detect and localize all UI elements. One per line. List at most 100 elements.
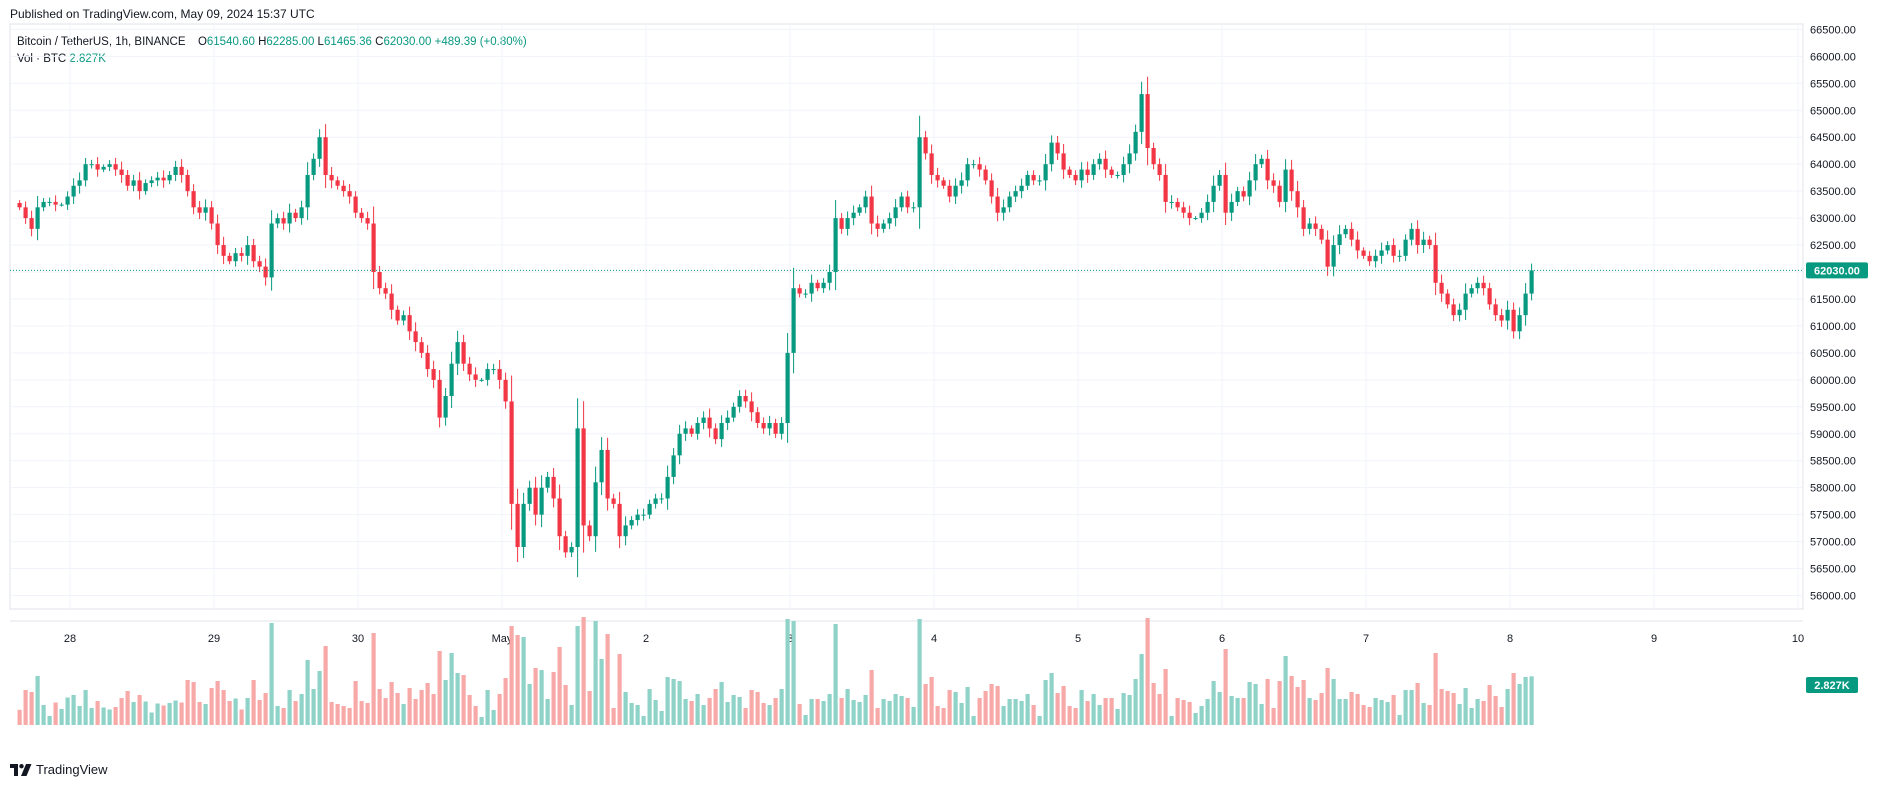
volume-bar <box>629 703 634 725</box>
candle-body <box>473 374 478 380</box>
candle-body <box>203 207 208 213</box>
volume-bar <box>1439 689 1444 725</box>
candle-body <box>155 177 160 181</box>
volume-bar <box>515 635 520 725</box>
volume-bar <box>1403 690 1408 725</box>
volume-bar <box>641 716 646 725</box>
candle-body <box>785 352 790 423</box>
candle-body <box>1205 201 1210 213</box>
volume-bar <box>1391 695 1396 725</box>
candle-body <box>533 487 538 515</box>
volume-bar <box>1223 649 1228 725</box>
candle-body <box>971 164 976 166</box>
volume-bar <box>23 690 28 725</box>
candle-body <box>455 342 460 364</box>
volume-bar <box>671 679 676 725</box>
volume-bar <box>167 703 172 725</box>
candle-body <box>347 191 352 197</box>
volume-bar <box>695 694 700 725</box>
candle-body <box>701 417 706 423</box>
volume-bar <box>803 715 808 725</box>
candle-body <box>365 218 370 224</box>
close-value: 62030.00 <box>383 36 432 48</box>
volume-bar <box>1457 704 1462 725</box>
candle-body <box>131 180 136 186</box>
candle-body <box>179 166 184 175</box>
volume-bar <box>587 691 592 725</box>
price-tick-label: 61000.00 <box>1810 321 1856 333</box>
volume-bar <box>1409 690 1414 725</box>
candle-body <box>1475 282 1480 289</box>
volume-bar <box>1469 708 1474 725</box>
volume-bar <box>89 708 94 725</box>
volume-bar <box>1475 699 1480 725</box>
volume-bar <box>1319 693 1324 725</box>
candle-body <box>1271 180 1276 186</box>
volume-bar <box>1517 684 1522 725</box>
candle-body <box>677 433 682 456</box>
candle-body <box>311 158 316 175</box>
volume-bar <box>605 634 610 725</box>
candle-body <box>953 185 958 197</box>
volume-bar <box>557 647 562 725</box>
price-tick-label: 60000.00 <box>1810 375 1856 387</box>
tradingview-brand[interactable]: TradingView <box>10 762 108 777</box>
open-value: 61540.60 <box>206 36 255 48</box>
price-tick-label: 63000.00 <box>1810 213 1856 225</box>
candle-body <box>905 196 910 208</box>
candle-body <box>833 218 838 273</box>
candle-body <box>1121 164 1126 175</box>
volume-bar <box>1493 696 1498 725</box>
candle-body <box>887 218 892 224</box>
candle-body <box>1505 309 1510 321</box>
candle-body <box>869 196 874 224</box>
price-tick-label: 59500.00 <box>1810 402 1856 414</box>
volume-bar <box>1097 705 1102 725</box>
volume-bar <box>1067 706 1072 725</box>
low-value: 61465.36 <box>323 36 372 48</box>
price-tick-label: 65000.00 <box>1810 105 1856 117</box>
candle-body <box>41 201 46 208</box>
volume-bar <box>761 703 766 725</box>
candle-body <box>1337 234 1342 246</box>
candle-body <box>1325 239 1330 267</box>
volume-bar <box>1325 668 1330 725</box>
candle-body <box>941 180 946 186</box>
volume-bar <box>1289 676 1294 725</box>
candle-body <box>389 293 394 310</box>
candle-body <box>845 218 850 229</box>
candle-body <box>683 428 688 434</box>
candle-body <box>1517 315 1522 332</box>
candle-body <box>221 245 226 256</box>
volume-bar <box>1013 699 1018 725</box>
volume-bar <box>455 673 460 725</box>
volume-bar <box>215 681 220 725</box>
candle-body <box>497 369 502 380</box>
volume-bar <box>1481 701 1486 725</box>
volume-bar <box>1169 716 1174 725</box>
candle-body <box>929 153 934 175</box>
candle-body <box>17 203 22 208</box>
candle-body <box>1523 293 1528 316</box>
candle-body <box>605 449 610 499</box>
volume-bar <box>1331 679 1336 725</box>
candle-body <box>935 174 940 181</box>
candle-body <box>1307 223 1312 229</box>
candle-body <box>1055 142 1060 154</box>
volume-bar <box>371 633 376 725</box>
candle-body <box>1349 228 1354 240</box>
candle-body <box>1031 174 1036 181</box>
volume-bar <box>1379 700 1384 725</box>
volume-bar <box>1427 705 1432 725</box>
candle-body <box>911 207 916 209</box>
candle-body <box>695 422 700 434</box>
candle-body <box>725 417 730 423</box>
candle-body <box>857 207 862 213</box>
symbol-label[interactable]: Bitcoin / TetherUS, 1h, BINANCE <box>17 36 186 48</box>
volume-bar <box>581 617 586 725</box>
candle-body <box>1133 131 1138 154</box>
candle-body <box>737 396 742 407</box>
price-tick-label: 58500.00 <box>1810 456 1856 468</box>
candle-body <box>611 498 616 504</box>
